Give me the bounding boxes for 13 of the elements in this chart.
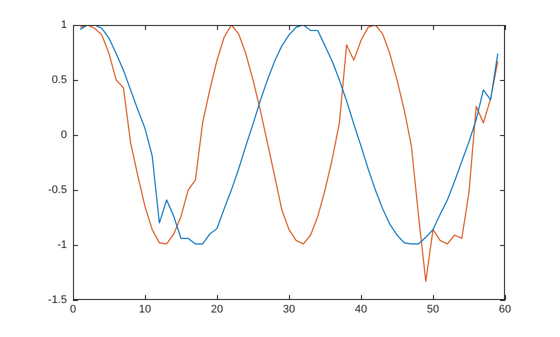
x-tick-label: 40 bbox=[354, 304, 368, 316]
y-tick-label: -1.5 bbox=[48, 294, 67, 306]
x-tick-label: 60 bbox=[498, 304, 512, 316]
y-tick-label: 0.5 bbox=[52, 74, 67, 86]
x-tick-label: 30 bbox=[282, 304, 296, 316]
y-tick-label: 0 bbox=[60, 129, 67, 142]
x-tick-label: 0 bbox=[70, 304, 76, 316]
y-tick-label: -1 bbox=[57, 239, 67, 252]
x-tick-label: 50 bbox=[426, 304, 440, 316]
x-tick-label: 10 bbox=[138, 304, 152, 316]
y-tick-label: 1 bbox=[60, 19, 67, 32]
y-tick-label: -0.5 bbox=[48, 184, 67, 196]
x-tick-label: 20 bbox=[210, 304, 224, 316]
